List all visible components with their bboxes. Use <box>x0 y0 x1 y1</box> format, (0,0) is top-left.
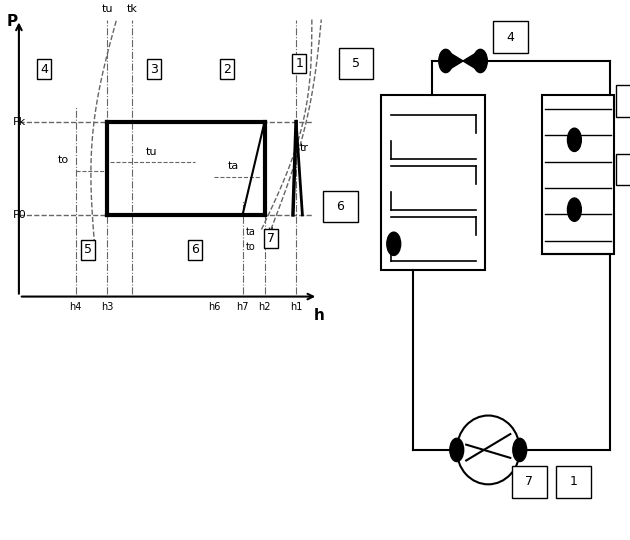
Text: h2: h2 <box>258 302 271 313</box>
Text: tu: tu <box>101 4 113 14</box>
Text: 4: 4 <box>40 63 48 76</box>
Polygon shape <box>446 50 463 71</box>
Text: h: h <box>314 308 324 323</box>
Circle shape <box>474 49 488 72</box>
Text: ta: ta <box>227 161 239 171</box>
Text: 1: 1 <box>570 475 577 488</box>
Text: 2: 2 <box>629 163 630 176</box>
Text: tk: tk <box>268 227 277 238</box>
Text: 5: 5 <box>352 57 360 70</box>
Text: to: to <box>58 156 69 165</box>
Text: 2: 2 <box>223 63 231 76</box>
Text: P0: P0 <box>13 210 26 220</box>
Bar <box>323 191 358 222</box>
Text: to: to <box>246 242 255 252</box>
Text: h7: h7 <box>236 302 249 313</box>
Text: h4: h4 <box>69 302 82 313</box>
Bar <box>339 48 373 79</box>
Circle shape <box>513 438 527 462</box>
Bar <box>542 96 614 254</box>
Polygon shape <box>463 50 480 71</box>
Text: 6: 6 <box>192 244 199 256</box>
Text: ta: ta <box>246 227 256 238</box>
Circle shape <box>450 438 464 462</box>
Text: h3: h3 <box>101 302 113 313</box>
Text: 7: 7 <box>525 475 533 488</box>
Bar <box>493 21 528 53</box>
Text: 7: 7 <box>267 232 275 245</box>
Text: Pk: Pk <box>13 117 26 126</box>
Text: P: P <box>7 14 18 29</box>
Text: 1: 1 <box>295 57 303 70</box>
Bar <box>616 85 630 117</box>
Circle shape <box>568 198 581 221</box>
Text: 3: 3 <box>629 94 630 107</box>
Circle shape <box>438 49 452 72</box>
Bar <box>512 466 546 497</box>
Bar <box>381 96 485 270</box>
Text: h1: h1 <box>290 302 302 313</box>
Text: tr: tr <box>299 143 308 153</box>
Text: h6: h6 <box>208 302 220 313</box>
Text: 3: 3 <box>151 63 158 76</box>
Bar <box>556 466 590 497</box>
Text: tk: tk <box>127 4 138 14</box>
Text: 6: 6 <box>336 200 344 213</box>
Text: 5: 5 <box>84 244 92 256</box>
Circle shape <box>387 232 401 255</box>
Text: tu: tu <box>146 146 157 157</box>
Circle shape <box>568 128 581 151</box>
Bar <box>616 153 630 185</box>
Text: 4: 4 <box>507 31 514 44</box>
